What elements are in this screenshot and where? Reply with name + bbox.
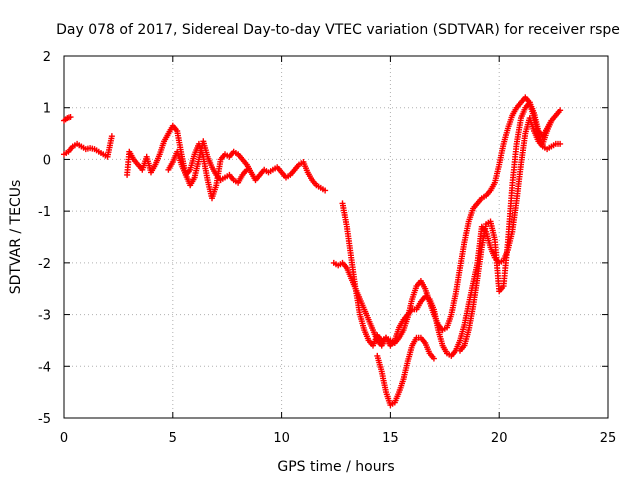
y-tick-label: 0 xyxy=(43,153,51,168)
data-point xyxy=(430,355,437,362)
series-trace-g xyxy=(374,334,437,409)
x-tick-label: 0 xyxy=(60,431,68,446)
series-trace-c xyxy=(124,122,329,202)
data-point xyxy=(557,107,564,114)
x-tick-label: 25 xyxy=(600,431,617,446)
series-trace-f xyxy=(339,115,564,359)
x-tick-label: 15 xyxy=(382,431,399,446)
data-point xyxy=(557,140,564,147)
series-trace-a xyxy=(61,133,115,160)
data-point xyxy=(108,133,115,140)
y-tick-label: -2 xyxy=(38,257,51,272)
series-trace-b xyxy=(61,114,74,124)
y-tick-label: 2 xyxy=(43,50,51,65)
chart-title: Day 078 of 2017, Sidereal Day-to-day VTE… xyxy=(56,22,620,38)
y-tick-label: -3 xyxy=(38,309,51,324)
y-tick-label: -5 xyxy=(38,412,51,427)
data-point xyxy=(67,114,74,121)
axis-ticks: 0 5 10 15 20 25 -5 -4 -3 -2 -1 0 1 2 xyxy=(38,50,616,446)
y-tick-label: -4 xyxy=(38,360,51,375)
series-trace-e xyxy=(330,94,564,349)
data-point xyxy=(548,117,555,124)
y-tick-label: -1 xyxy=(38,205,51,220)
x-axis-label: GPS time / hours xyxy=(277,459,394,475)
x-tick-label: 5 xyxy=(169,431,177,446)
series-trace-h xyxy=(457,99,555,354)
data-points xyxy=(61,94,564,409)
plot-frame xyxy=(63,55,609,419)
y-tick-label: 1 xyxy=(43,102,51,117)
y-axis-label: SDTVAR / TECUs xyxy=(8,180,24,295)
x-tick-label: 20 xyxy=(491,431,508,446)
series-trace-d xyxy=(165,138,250,189)
data-point xyxy=(243,166,250,173)
data-point xyxy=(322,187,329,194)
x-tick-label: 10 xyxy=(273,431,290,446)
